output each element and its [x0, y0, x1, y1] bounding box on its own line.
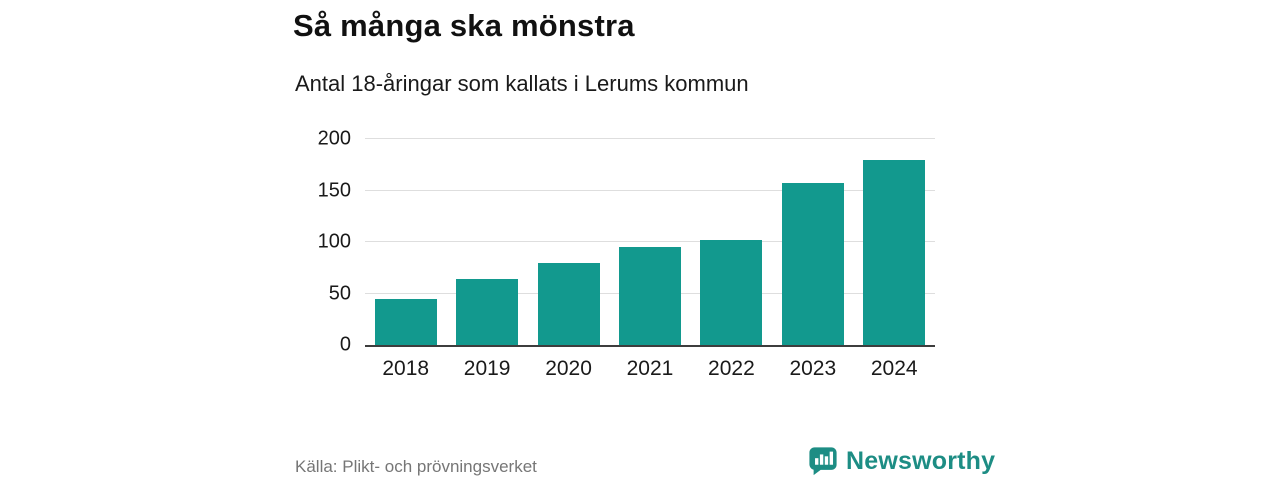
bar-2021: [618, 247, 681, 345]
brand-name: Newsworthy: [846, 446, 996, 475]
bar-chart: 0 50 100 150 200 2018 2019 2020 2021 2022 2023 202…: [318, 128, 935, 380]
gridline-200: [365, 138, 935, 139]
bars-container: [365, 141, 935, 345]
chart-subtitle: Antal 18-åringar som kallats i Lerums ko…: [295, 71, 749, 96]
bar-column-2023: [772, 141, 853, 345]
y-tick-label-50: 50: [328, 282, 351, 304]
chart-title: Så många ska mönstra: [293, 8, 635, 43]
source-note: Källa: Plikt- och prövningsverket: [295, 457, 537, 476]
bar-column-2021: [609, 141, 690, 345]
bar-column-2019: [446, 141, 527, 345]
x-tick-label-2020: 2020: [545, 357, 592, 380]
gridline-150: [365, 189, 935, 191]
x-tick-label-2022: 2022: [708, 357, 755, 380]
x-tick-label-2023: 2023: [789, 357, 837, 380]
bar-2023: [781, 183, 844, 345]
bar-2024: [863, 159, 926, 345]
y-tick-label-0: 0: [339, 333, 351, 356]
y-tick-label-200: 200: [317, 127, 351, 150]
bar-2022: [700, 239, 763, 345]
bar-column-2022: [691, 141, 772, 345]
bar-column-2024: [854, 141, 935, 345]
x-axis-labels: 2018 2019 2020 2021 2022 2023 2024: [365, 347, 935, 381]
bar-column-2018: [365, 141, 446, 345]
gridline-100: [365, 241, 935, 242]
y-tick-label-150: 150: [317, 179, 351, 201]
x-tick-label-2021: 2021: [626, 357, 674, 380]
x-tick-label-2024: 2024: [870, 357, 918, 380]
x-tick-label-2018: 2018: [382, 357, 430, 380]
y-tick-label-100: 100: [317, 230, 351, 253]
x-tick-label-2019: 2019: [463, 357, 511, 380]
bar-column-2020: [528, 141, 609, 345]
plot-area: 0 50 100 150 200: [318, 128, 935, 356]
newsworthy-icon: [808, 446, 838, 476]
brand-logo: Newsworthy: [808, 446, 995, 476]
bar-2018: [374, 298, 437, 345]
bar-2020: [537, 262, 600, 345]
bar-2019: [456, 279, 519, 345]
